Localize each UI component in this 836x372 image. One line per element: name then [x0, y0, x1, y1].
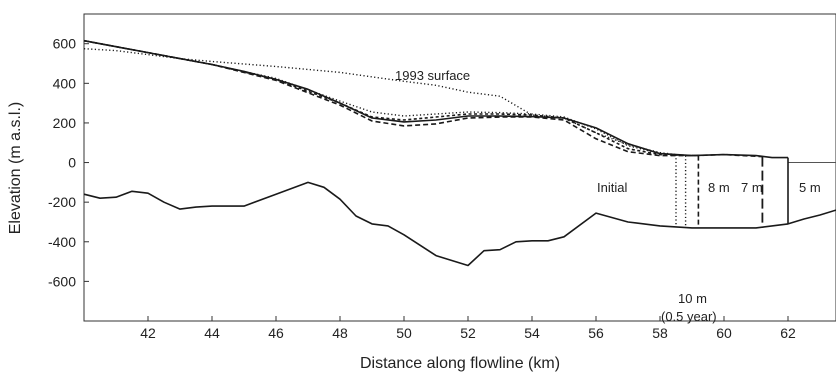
- x-tick-label: 60: [716, 325, 732, 341]
- y-tick-label: -400: [48, 234, 76, 250]
- y-tick-label: 400: [53, 75, 77, 91]
- y-tick-label: 200: [53, 115, 77, 131]
- x-tick-label: 58: [652, 325, 668, 341]
- series-line-8-m: [83, 39, 699, 157]
- annotation-7m: 7 m: [741, 180, 763, 195]
- x-tick-label: 50: [396, 325, 412, 341]
- x-ticks-layer: 42 44 46 48 50 52 54 56 58 60 62: [140, 316, 796, 341]
- y-tick-label: 600: [53, 36, 77, 52]
- y-tick-label: -200: [48, 194, 76, 210]
- y-tick-label: 0: [68, 155, 76, 171]
- x-tick-label: 44: [204, 325, 220, 341]
- annotation-8m: 8 m: [708, 180, 730, 195]
- series-line-1993-surface: [83, 48, 677, 156]
- x-tick-label: 48: [332, 325, 348, 341]
- series-line-10-m-0-5-year-: [83, 40, 686, 157]
- annotation-10m: 10 m: [678, 291, 707, 306]
- plot-frame: [83, 13, 836, 322]
- y-axis-title: Elevation (m a.s.l.): [7, 102, 24, 234]
- calving-fronts-layer: [675, 154, 789, 228]
- x-tick-label: 62: [780, 325, 796, 341]
- annotation-half-year: (0.5 year): [661, 309, 717, 324]
- x-tick-label: 54: [524, 325, 540, 341]
- y-tick-label: -600: [48, 273, 76, 289]
- x-tick-label: 56: [588, 325, 604, 341]
- y-ticks-layer: -600 -400 -200 0 200 400 600: [48, 36, 89, 289]
- annotation-1993-surface: 1993 surface: [395, 68, 470, 83]
- series-line-5-m: [83, 39, 788, 159]
- x-axis-title: Distance along flowline (km): [360, 355, 560, 372]
- annotation-initial: Initial: [597, 180, 627, 195]
- series-line-bed: [83, 181, 836, 267]
- x-tick-label: 42: [140, 325, 156, 341]
- x-tick-label: 52: [460, 325, 476, 341]
- series-line-7-m: [83, 39, 763, 158]
- x-tick-label: 46: [268, 325, 284, 341]
- series-layer: [83, 39, 836, 267]
- annotation-5m: 5 m: [799, 180, 821, 195]
